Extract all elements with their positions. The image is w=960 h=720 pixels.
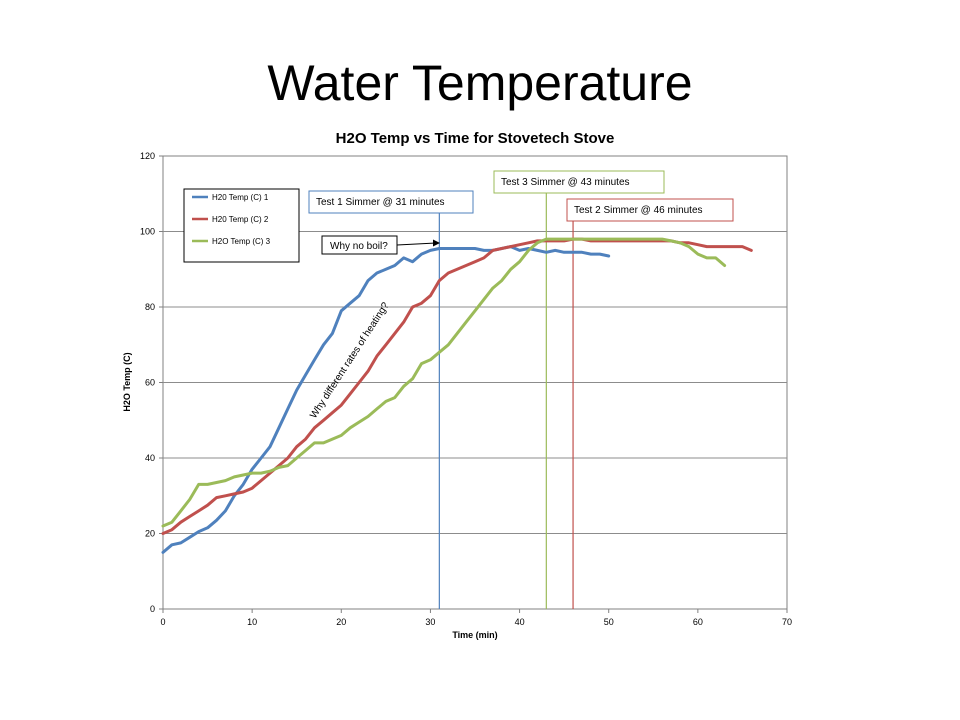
y-tick-label: 120	[140, 151, 155, 161]
annotation-test3: Test 3 Simmer @ 43 minutes	[493, 170, 665, 194]
callout-why-no-boil: Why no boil?	[321, 235, 440, 255]
y-tick-label: 100	[140, 227, 155, 237]
x-tick-label: 70	[782, 617, 792, 627]
x-tick-label: 20	[336, 617, 346, 627]
chart-title: H2O Temp vs Time for Stovetech Stove	[336, 130, 615, 147]
callout-arrow	[396, 242, 437, 246]
y-tick-label: 40	[145, 453, 155, 463]
annotation-test1-label: Test 1 Simmer @ 31 minutes	[316, 197, 445, 208]
y-tick-label: 20	[145, 529, 155, 539]
x-tick-label: 0	[160, 617, 165, 627]
series-line-2	[161, 237, 753, 535]
series-line-3	[161, 237, 727, 528]
annotation-test1: Test 1 Simmer @ 31 minutes	[308, 190, 474, 214]
annotation-test2-label: Test 2 Simmer @ 46 minutes	[574, 205, 703, 216]
slide-title: Water Temperature	[267, 55, 693, 111]
legend-entry-3: H2O Temp (C) 3	[212, 237, 271, 246]
legend-entry-1: H20 Temp (C) 1	[212, 193, 269, 202]
callout-why-no-boil-text: Why no boil?	[330, 241, 388, 252]
y-tick-label: 0	[150, 604, 155, 614]
y-tick-label: 60	[145, 378, 155, 388]
annotation-test2: Test 2 Simmer @ 46 minutes	[566, 198, 734, 222]
x-tick-label: 50	[604, 617, 614, 627]
x-axis-title: Time (min)	[452, 630, 497, 640]
annotation-test3-label: Test 3 Simmer @ 43 minutes	[501, 177, 630, 188]
legend-entry-2: H20 Temp (C) 2	[212, 215, 269, 224]
x-tick-label: 60	[693, 617, 703, 627]
x-tick-label: 30	[425, 617, 435, 627]
y-axis-title: H2O Temp (C)	[122, 352, 132, 411]
y-tick-label: 80	[145, 302, 155, 312]
callout-arrowhead	[433, 239, 440, 247]
x-tick-label: 40	[515, 617, 525, 627]
x-tick-label: 10	[247, 617, 257, 627]
legend: H20 Temp (C) 1 H20 Temp (C) 2 H2O Temp (…	[183, 188, 300, 263]
